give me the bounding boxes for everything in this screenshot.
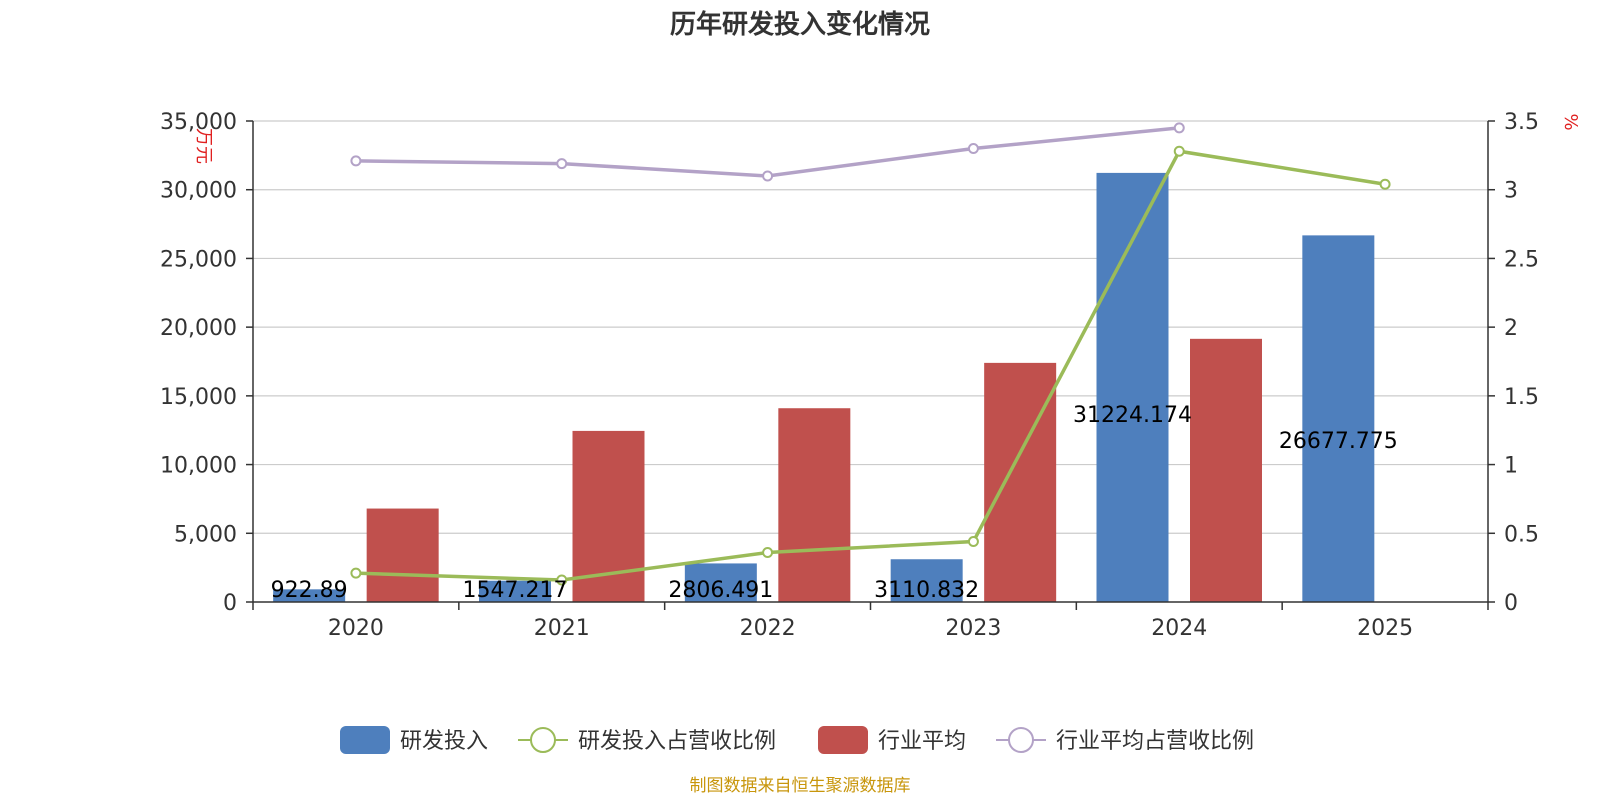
- x-tick-label: 2021: [534, 616, 590, 641]
- bar-行业平均-2020: [366, 508, 439, 602]
- bars: [273, 172, 1375, 603]
- bar-行业平均-2024: [1190, 338, 1262, 602]
- left-axis-unit: 万元: [193, 128, 214, 164]
- legend-swatch-marker: [530, 727, 556, 753]
- y-right-tick-label: 0: [1504, 591, 1518, 616]
- x-tick-label: 2023: [945, 616, 1001, 641]
- point-研发投入占营收比例: [1173, 145, 1185, 157]
- y-right-tick-label: 2.5: [1504, 247, 1539, 272]
- y-right-tick-label: 3.5: [1504, 110, 1539, 135]
- legend-label: 行业平均占营收比例: [1056, 729, 1254, 754]
- y-right-tick-label: 1: [1504, 454, 1518, 479]
- y-left-tick-label: 10,000: [160, 454, 237, 479]
- point-行业平均占营收比例: [967, 142, 979, 154]
- gridlines: [253, 120, 1488, 534]
- y-left-tick-label: 35,000: [160, 110, 237, 135]
- y-left-tick-label: 30,000: [160, 179, 237, 204]
- legend-swatch: [818, 726, 868, 754]
- legend: 研发投入 研发投入占营收比例 行业平均 行业平均占营收比例: [340, 726, 1254, 754]
- point-行业平均占营收比例: [1173, 122, 1185, 134]
- data-label: 3110.832: [874, 578, 979, 603]
- point-研发投入占营收比例: [1379, 178, 1391, 190]
- data-label: 26677.775: [1279, 429, 1398, 454]
- bar-研发投入-2023: [890, 559, 963, 602]
- line-研发投入占营收比例: [355, 149, 1386, 582]
- axes: 0 5,000 10,000 15,000 20,000 25,000 30,000 35,0…: [160, 110, 1539, 641]
- legend-label: 研发投入: [400, 729, 488, 754]
- chart-title: 历年研发投入变化情况: [670, 9, 930, 40]
- y-left-tick-label: 5,000: [174, 522, 237, 547]
- x-tick-label: 2022: [740, 616, 796, 641]
- y-left-tick-label: 25,000: [160, 247, 237, 272]
- bar-研发投入-2021: [479, 580, 551, 602]
- lines: [350, 122, 1391, 586]
- point-行业平均占营收比例: [762, 170, 774, 182]
- legend-label: 行业平均: [878, 729, 966, 754]
- y-left-tick-label: 20,000: [160, 316, 237, 341]
- legend-label: 研发投入占营收比例: [578, 729, 776, 754]
- point-研发投入占营收比例: [556, 574, 568, 586]
- y-left-tick-label: 15,000: [160, 385, 237, 410]
- x-tick-label: 2020: [328, 616, 384, 641]
- y-right-tick-label: 2: [1504, 316, 1518, 341]
- bar-研发投入-2025: [1302, 235, 1375, 602]
- bar-研发投入-2024: [1096, 172, 1169, 603]
- point-研发投入占营收比例: [350, 567, 362, 579]
- data-labels: 922.89 1547.217 2806.491 3110.832 31224.174 2…: [271, 403, 1398, 603]
- point-研发投入占营收比例: [967, 536, 979, 548]
- bar-行业平均-2022: [778, 408, 851, 602]
- x-tick-label: 2024: [1151, 616, 1207, 641]
- data-label: 31224.174: [1073, 403, 1192, 428]
- data-label: 1547.217: [463, 578, 568, 603]
- data-label: 922.89: [271, 578, 348, 603]
- point-行业平均占营收比例: [350, 155, 362, 167]
- y-left-tick-label: 0: [223, 591, 237, 616]
- point-行业平均占营收比例: [556, 158, 568, 170]
- legend-swatch: [340, 726, 390, 754]
- data-label: 2806.491: [668, 578, 773, 603]
- bar-研发投入-2020: [273, 589, 346, 602]
- bar-行业平均-2023: [984, 362, 1057, 602]
- y-right-tick-label: 1.5: [1504, 385, 1539, 410]
- source-note: 制图数据来自恒生聚源数据库: [690, 776, 911, 796]
- right-axis-unit: %: [1560, 113, 1581, 130]
- y-right-tick-label: 0.5: [1504, 522, 1539, 547]
- point-研发投入占营收比例: [762, 547, 774, 559]
- line-行业平均占营收比例: [355, 126, 1180, 178]
- legend-swatch-marker: [1008, 727, 1034, 753]
- x-tick-label: 2025: [1357, 616, 1413, 641]
- y-right-tick-label: 3: [1504, 179, 1518, 204]
- bar-研发投入-2022: [684, 563, 757, 602]
